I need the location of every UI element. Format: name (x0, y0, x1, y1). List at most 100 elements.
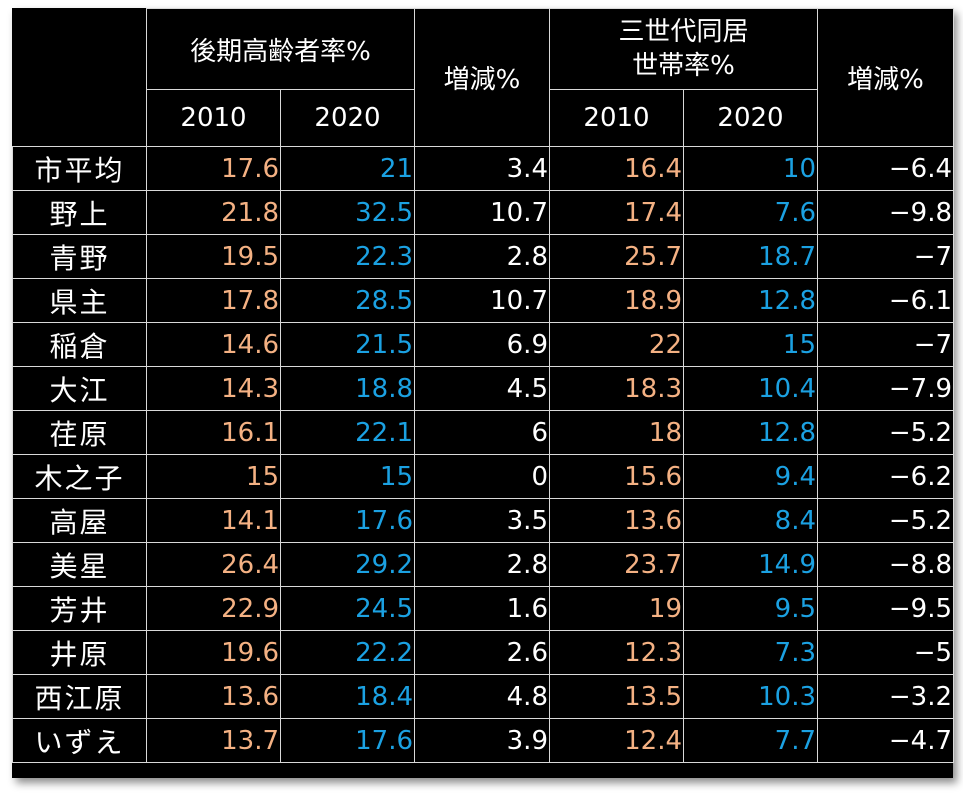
late-elderly-2020-cell: 32.5 (280, 190, 415, 235)
late-elderly-2010-cell: 16.1 (146, 410, 281, 455)
late-elderly-2010-cell: 22.9 (146, 586, 281, 631)
three-generation-2010-cell: 18.9 (549, 278, 684, 323)
late-elderly-2020-cell: 24.5 (280, 586, 415, 631)
corner-cell (12, 8, 147, 147)
three-generation-2010-cell: 22 (549, 322, 684, 367)
late-elderly-2020-cell: 22.2 (280, 630, 415, 675)
three-generation-2010-cell: 16.4 (549, 146, 684, 191)
late-elderly-2010-cell: 26.4 (146, 542, 281, 587)
three-generation-change-cell: −7 (817, 234, 955, 279)
three-generation-change-cell: −5 (817, 630, 955, 675)
table-row: 西江原 13.6 18.4 4.8 13.5 10.3 −3.2 (12, 674, 955, 719)
late-elderly-change-cell: 1.6 (414, 586, 550, 631)
late-elderly-2010-cell: 15 (146, 454, 281, 499)
table-row: 芳井 22.9 24.5 1.6 19 9.5 −9.5 (12, 586, 955, 631)
late-elderly-2020-cell: 22.1 (280, 410, 415, 455)
three-generation-2020-cell: 12.8 (682, 278, 819, 323)
late-elderly-2020-cell: 18.4 (280, 674, 415, 719)
late-elderly-2020-cell: 17.6 (280, 498, 415, 543)
table-row: 木之子 15 15 0 15.6 9.4 −6.2 (12, 454, 955, 499)
late-elderly-change-cell: 2.6 (414, 630, 550, 675)
three-generation-change-cell: −6.4 (817, 146, 955, 191)
three-generation-2010-cell: 12.3 (549, 630, 684, 675)
row-name-cell: いずえ (12, 718, 147, 763)
header-late-elderly-rate: 後期高齢者率% (146, 8, 415, 90)
three-generation-2020-cell: 9.4 (682, 454, 819, 499)
three-generation-change-cell: −3.2 (817, 674, 955, 719)
late-elderly-2010-cell: 14.1 (146, 498, 281, 543)
header-three-generation-line1: 三世代同居 (618, 17, 749, 47)
row-name-cell: 県主 (12, 278, 147, 323)
three-generation-2020-cell: 12.8 (682, 410, 819, 455)
late-elderly-change-cell: 3.9 (414, 718, 550, 763)
row-name-cell: 青野 (12, 234, 147, 279)
late-elderly-2020-cell: 21.5 (280, 322, 415, 367)
three-generation-2020-cell: 7.7 (682, 718, 819, 763)
row-name-cell: 高屋 (12, 498, 147, 543)
late-elderly-change-cell: 2.8 (414, 234, 550, 279)
three-generation-change-cell: −4.7 (817, 718, 955, 763)
three-generation-change-cell: −6.1 (817, 278, 955, 323)
table-row: 高屋 14.1 17.6 3.5 13.6 8.4 −5.2 (12, 498, 955, 543)
header-change-2: 増減% (817, 8, 955, 147)
late-elderly-2020-cell: 28.5 (280, 278, 415, 323)
late-elderly-2010-cell: 19.6 (146, 630, 281, 675)
late-elderly-change-cell: 3.5 (414, 498, 550, 543)
three-generation-2020-cell: 14.9 (682, 542, 819, 587)
three-generation-2020-cell: 8.4 (682, 498, 819, 543)
three-generation-change-cell: −5.2 (817, 410, 955, 455)
late-elderly-2010-cell: 13.6 (146, 674, 281, 719)
three-generation-2020-cell: 18.7 (682, 234, 819, 279)
late-elderly-2020-cell: 21 (280, 146, 415, 191)
late-elderly-2010-cell: 13.7 (146, 718, 281, 763)
three-generation-2020-cell: 10 (682, 146, 819, 191)
late-elderly-2010-cell: 19.5 (146, 234, 281, 279)
table-row: 荏原 16.1 22.1 6 18 12.8 −5.2 (12, 410, 955, 455)
table-body: 市平均 17.6 21 3.4 16.4 10 −6.4 野上 21.8 32.5 10.7 17.4… (12, 146, 955, 763)
late-elderly-2020-cell: 17.6 (280, 718, 415, 763)
late-elderly-2020-cell: 29.2 (280, 542, 415, 587)
three-generation-change-cell: −5.2 (817, 498, 955, 543)
late-elderly-2010-cell: 21.8 (146, 190, 281, 235)
row-name-cell: 芳井 (12, 586, 147, 631)
three-generation-2020-cell: 10.4 (682, 366, 819, 411)
late-elderly-change-cell: 0 (414, 454, 550, 499)
table-row: いずえ 13.7 17.6 3.9 12.4 7.7 −4.7 (12, 718, 955, 763)
three-generation-change-cell: −8.8 (817, 542, 955, 587)
three-generation-2020-cell: 10.3 (682, 674, 819, 719)
late-elderly-2010-cell: 17.8 (146, 278, 281, 323)
header-change-1: 増減% (414, 8, 550, 147)
row-name-cell: 稲倉 (12, 322, 147, 367)
table-row: 県主 17.8 28.5 10.7 18.9 12.8 −6.1 (12, 278, 955, 323)
row-name-cell: 木之子 (12, 454, 147, 499)
header-year-2010-a: 2010 (146, 89, 281, 147)
late-elderly-2010-cell: 14.6 (146, 322, 281, 367)
three-generation-2010-cell: 18.3 (549, 366, 684, 411)
three-generation-2010-cell: 17.4 (549, 190, 684, 235)
table-row: 美星 26.4 29.2 2.8 23.7 14.9 −8.8 (12, 542, 955, 587)
header-year-2020-a: 2020 (280, 89, 415, 147)
three-generation-change-cell: −9.5 (817, 586, 955, 631)
three-generation-2010-cell: 23.7 (549, 542, 684, 587)
late-elderly-change-cell: 2.8 (414, 542, 550, 587)
three-generation-2020-cell: 9.5 (682, 586, 819, 631)
table-row: 青野 19.5 22.3 2.8 25.7 18.7 −7 (12, 234, 955, 279)
three-generation-2010-cell: 12.4 (549, 718, 684, 763)
row-name-cell: 荏原 (12, 410, 147, 455)
late-elderly-change-cell: 6 (414, 410, 550, 455)
row-name-cell: 野上 (12, 190, 147, 235)
data-table: 後期高齢者率% 増減% 三世代同居 世帯率% 増減% 2010 2020 201… (12, 8, 955, 763)
three-generation-change-cell: −6.2 (817, 454, 955, 499)
late-elderly-change-cell: 4.5 (414, 366, 550, 411)
late-elderly-change-cell: 6.9 (414, 322, 550, 367)
row-name-cell: 西江原 (12, 674, 147, 719)
late-elderly-change-cell: 4.8 (414, 674, 550, 719)
late-elderly-2020-cell: 22.3 (280, 234, 415, 279)
three-generation-2010-cell: 25.7 (549, 234, 684, 279)
three-generation-2020-cell: 7.3 (682, 630, 819, 675)
late-elderly-2010-cell: 14.3 (146, 366, 281, 411)
three-generation-2010-cell: 18 (549, 410, 684, 455)
table-row: 野上 21.8 32.5 10.7 17.4 7.6 −9.8 (12, 190, 955, 235)
table-row: 大江 14.3 18.8 4.5 18.3 10.4 −7.9 (12, 366, 955, 411)
data-table-frame: 後期高齢者率% 増減% 三世代同居 世帯率% 増減% 2010 2020 201… (12, 8, 955, 778)
